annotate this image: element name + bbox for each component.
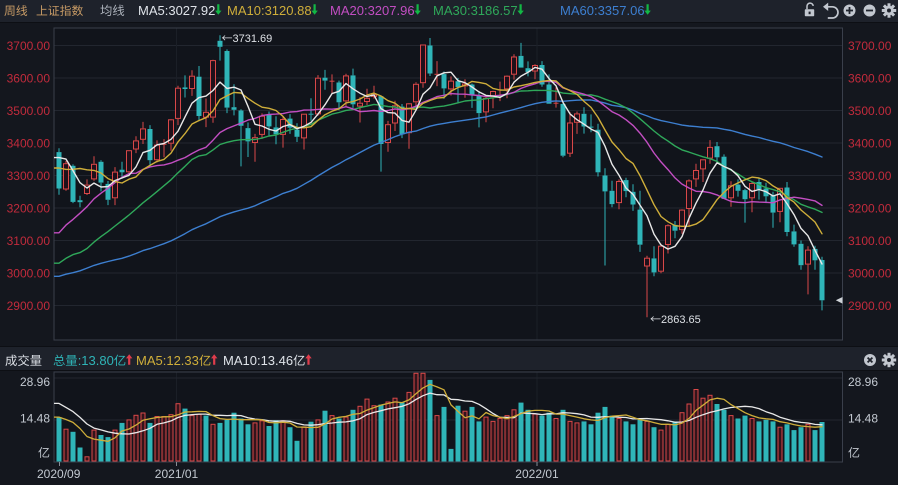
svg-text:3300.00: 3300.00 — [7, 169, 51, 183]
svg-text:3400.00: 3400.00 — [848, 137, 892, 151]
svg-text:3600.00: 3600.00 — [7, 72, 51, 86]
svg-text:2022/01: 2022/01 — [515, 467, 559, 481]
svg-text:14.48: 14.48 — [848, 412, 878, 426]
svg-text:2863.65: 2863.65 — [661, 314, 701, 326]
svg-text:2900.00: 2900.00 — [7, 299, 51, 313]
svg-text::13.80: :13.80 — [78, 353, 114, 368]
svg-text:MA5:12.33: MA5:12.33 — [136, 353, 199, 368]
svg-text:28.96: 28.96 — [20, 375, 50, 389]
svg-text:2900.00: 2900.00 — [848, 299, 892, 313]
svg-text:3400.00: 3400.00 — [7, 137, 51, 151]
svg-text:3300.00: 3300.00 — [848, 169, 892, 183]
svg-text:3000.00: 3000.00 — [7, 267, 51, 281]
svg-text:3100.00: 3100.00 — [7, 234, 51, 248]
svg-text:3700.00: 3700.00 — [848, 39, 892, 53]
svg-text:MA10:3120.88: MA10:3120.88 — [227, 3, 312, 18]
svg-text:MA5:3027.92: MA5:3027.92 — [138, 3, 215, 18]
svg-text:3100.00: 3100.00 — [848, 234, 892, 248]
svg-text:14.48: 14.48 — [20, 412, 50, 426]
svg-text:2021/01: 2021/01 — [155, 467, 199, 481]
svg-text:MA60:3357.06: MA60:3357.06 — [560, 3, 645, 18]
svg-text:3731.69: 3731.69 — [233, 33, 273, 45]
svg-text:MA20:3207.96: MA20:3207.96 — [330, 3, 415, 18]
svg-text:3700.00: 3700.00 — [7, 39, 51, 53]
svg-text:28.96: 28.96 — [848, 375, 878, 389]
svg-text:3200.00: 3200.00 — [848, 202, 892, 216]
svg-text:3500.00: 3500.00 — [848, 104, 892, 118]
svg-text:3500.00: 3500.00 — [7, 104, 51, 118]
svg-text:MA10:13.46: MA10:13.46 — [223, 353, 293, 368]
svg-text:3000.00: 3000.00 — [848, 267, 892, 281]
svg-text:MA30:3186.57: MA30:3186.57 — [433, 3, 518, 18]
svg-text:3600.00: 3600.00 — [848, 72, 892, 86]
svg-text:3200.00: 3200.00 — [7, 202, 51, 216]
svg-text:2020/09: 2020/09 — [37, 467, 81, 481]
